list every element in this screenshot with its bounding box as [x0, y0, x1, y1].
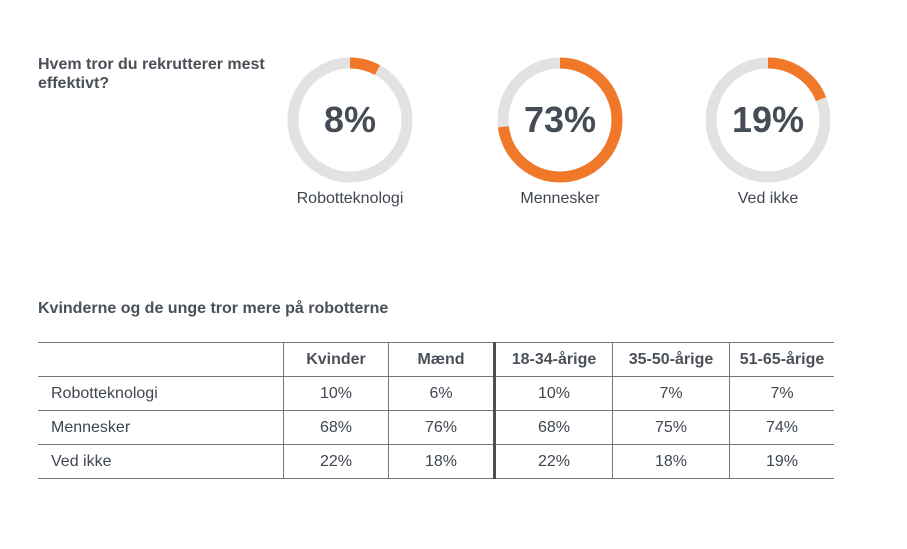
table-cell: 6% — [388, 376, 495, 411]
table-cell: 10% — [493, 376, 613, 411]
column-header: 18-34-årige — [493, 342, 613, 377]
table-cell: 7% — [729, 376, 834, 411]
donut-2: 73% — [493, 53, 627, 187]
table-cell: 76% — [388, 410, 495, 445]
table-cell: 68% — [493, 410, 613, 445]
table-cell: 68% — [283, 410, 389, 445]
table-cell: 19% — [729, 444, 834, 479]
breakdown-table: Kvinder Mænd 18-34-årige 35-50-årige 51-… — [38, 342, 834, 479]
table-header-row: Kvinder Mænd 18-34-årige 35-50-årige 51-… — [38, 342, 834, 377]
donut-slice — [287, 57, 413, 183]
donut-question-title: Hvem tror du rekrutterer mest effektivt? — [38, 56, 265, 92]
table-title: Kvinderne og de unge tror mere på robott… — [38, 300, 389, 317]
table-cell: 75% — [612, 410, 730, 445]
table-row: Robotteknologi 10% 6% 10% 7% 7% — [38, 376, 834, 411]
table-cell: 18% — [388, 444, 495, 479]
donut-slice — [497, 57, 623, 183]
table-cell: 22% — [493, 444, 613, 479]
column-header: 35-50-årige — [612, 342, 730, 377]
donut-value-label: 73% — [523, 99, 597, 140]
table-corner-cell — [38, 342, 284, 377]
donut-svg — [497, 57, 623, 183]
table-cell: 10% — [283, 376, 389, 411]
table-cell: 18% — [612, 444, 730, 479]
donut-value-label: 19% — [731, 99, 805, 140]
donut-category-label: Mennesker — [520, 190, 600, 207]
donut-slice — [705, 57, 831, 183]
table-cell: 74% — [729, 410, 834, 445]
table-row: Mennesker 68% 76% 68% 75% 74% — [38, 410, 834, 445]
row-label: Ved ikke — [38, 444, 284, 479]
donut-category-label: Robotteknologi — [296, 190, 404, 207]
donut-svg — [705, 57, 831, 183]
table-row: Ved ikke 22% 18% 22% 18% 19% — [38, 444, 834, 479]
column-header: 51-65-årige — [729, 342, 834, 377]
table-cell: 22% — [283, 444, 389, 479]
row-label: Mennesker — [38, 410, 284, 445]
donut-svg — [287, 57, 413, 183]
donut-3: 19% — [701, 53, 835, 187]
column-header: Kvinder — [283, 342, 389, 377]
table-cell: 7% — [612, 376, 730, 411]
row-label: Robotteknologi — [38, 376, 284, 411]
column-header: Mænd — [388, 342, 495, 377]
donut-category-label: Ved ikke — [737, 190, 799, 207]
donut-1: 8% — [283, 53, 417, 187]
donut-value-label: 8% — [323, 99, 377, 140]
